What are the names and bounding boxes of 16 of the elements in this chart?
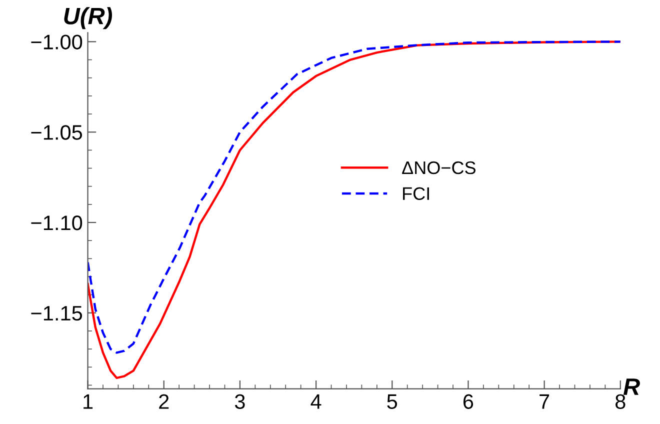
- legend-label: FCI: [403, 187, 429, 200]
- y-tick-label: −1.10: [31, 215, 82, 230]
- x-axis-title: R: [623, 378, 640, 395]
- x-tick-label: 3: [234, 394, 245, 409]
- x-tick-label: 8: [616, 394, 626, 409]
- x-tick-label: 6: [463, 394, 474, 409]
- x-tick-label: 5: [387, 394, 398, 409]
- y-tick-label: −1.05: [31, 125, 82, 140]
- legend-label: ΔNO−CS: [402, 161, 476, 174]
- x-tick-label: 4: [310, 394, 322, 409]
- y-axis-title: U(R): [64, 7, 112, 30]
- x-tick-label: 7: [540, 394, 550, 409]
- y-tick-label: −1.15: [31, 306, 82, 321]
- y-tick-label: −1.00: [31, 34, 82, 50]
- x-tick-label: 2: [159, 394, 169, 409]
- x-tick-label: 1: [84, 394, 93, 409]
